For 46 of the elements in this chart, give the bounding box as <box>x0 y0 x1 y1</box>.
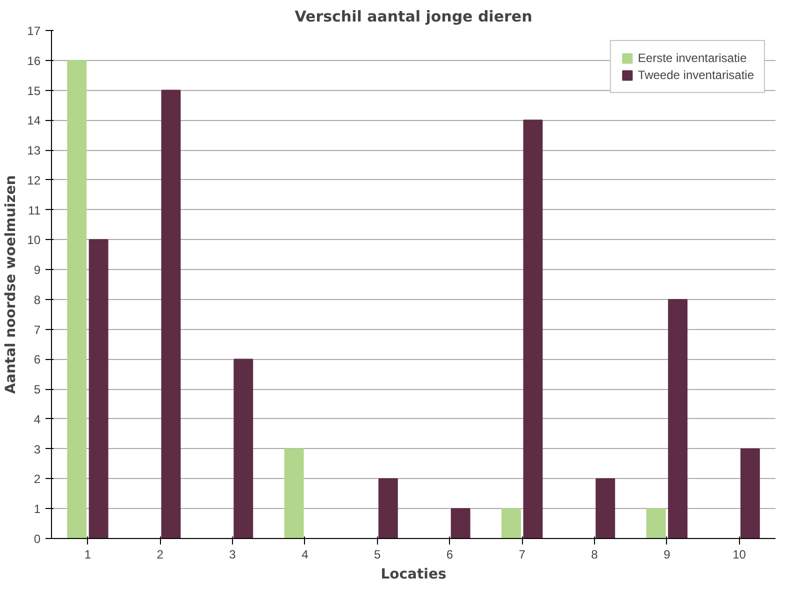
bar <box>234 358 254 538</box>
y-tick-label: 8 <box>34 292 41 307</box>
x-tick-label: 1 <box>84 548 92 562</box>
x-tick-label: 4 <box>302 548 309 562</box>
x-tick-label: 6 <box>446 548 454 562</box>
y-tick-label: 14 <box>27 114 41 128</box>
y-tick-label: 7 <box>34 322 41 337</box>
bar <box>523 120 543 538</box>
x-tick-label: 5 <box>374 548 381 562</box>
bar <box>740 448 760 538</box>
y-tick-label: 0 <box>34 532 41 546</box>
y-tick-label: 13 <box>27 144 41 158</box>
bar <box>596 478 616 538</box>
y-tick-label: 5 <box>34 382 41 397</box>
x-tick-label: 10 <box>732 548 746 562</box>
y-tick-label: 6 <box>34 352 41 367</box>
y-tick-label: 9 <box>34 263 41 278</box>
y-tick-label: 1 <box>34 502 41 516</box>
y-tick-label: 15 <box>27 84 41 98</box>
chart-title: Verschil aantal jonge dieren <box>294 8 532 26</box>
y-tick-label: 16 <box>27 54 41 68</box>
x-tick-label: 2 <box>156 548 164 562</box>
y-tick-label: 11 <box>28 203 41 218</box>
y-tick-label: 10 <box>27 233 41 248</box>
y-tick-label: 4 <box>34 412 41 426</box>
y-tick-label: 3 <box>34 442 41 456</box>
x-tick-label: 8 <box>591 548 598 562</box>
y-axis-title: Aantal noordse woelmuizen <box>3 175 20 394</box>
bar <box>88 239 108 538</box>
bar <box>378 478 398 538</box>
y-tick-label: 17 <box>27 24 41 38</box>
x-tick-label: 3 <box>229 548 236 562</box>
bar <box>646 508 666 538</box>
y-tick-label: 2 <box>34 472 41 486</box>
legend-label: Tweede inventarisatie <box>638 68 754 82</box>
bar <box>450 508 470 538</box>
x-axis-title: Locaties <box>380 566 446 582</box>
x-tick-label: 7 <box>518 548 526 562</box>
y-tick-label: 12 <box>27 173 41 188</box>
bar <box>67 60 87 538</box>
bar <box>502 508 521 538</box>
legend-label: Eerste inventarisatie <box>638 51 747 65</box>
bar <box>161 90 181 538</box>
bar <box>668 298 688 538</box>
x-tick-label: 9 <box>664 548 671 562</box>
bar <box>284 448 304 538</box>
